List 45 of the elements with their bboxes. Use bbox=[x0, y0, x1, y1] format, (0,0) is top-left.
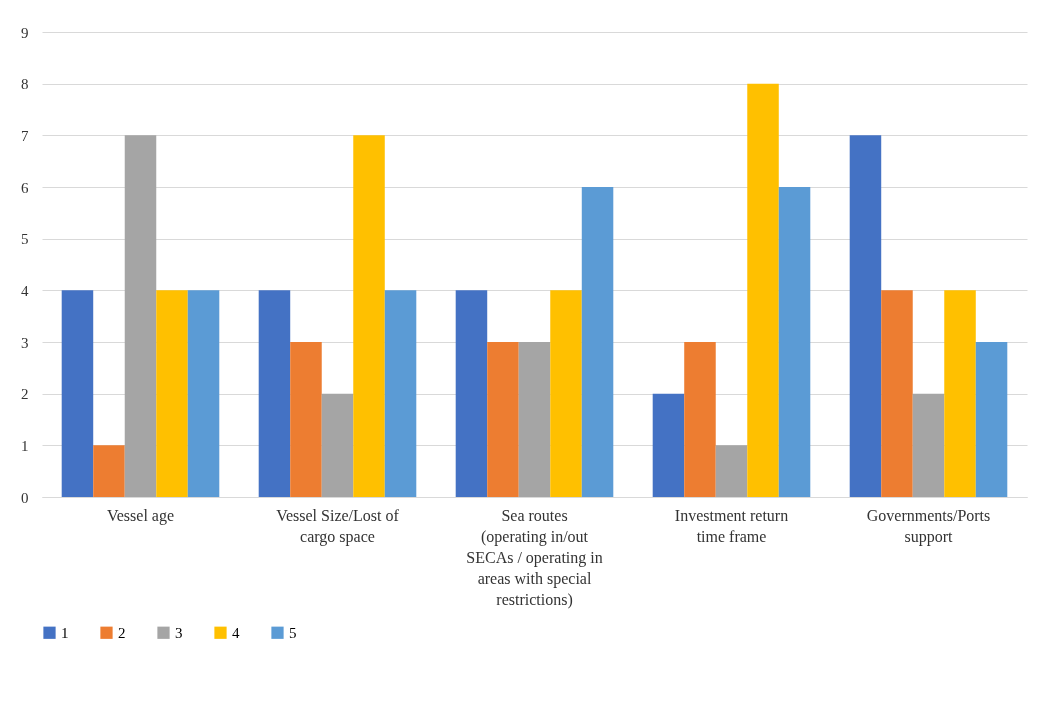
bar bbox=[652, 393, 685, 497]
legend-label: 1 bbox=[61, 624, 69, 641]
y-tick-label: 5 bbox=[21, 231, 29, 248]
bar bbox=[581, 187, 614, 497]
y-tick-label: 2 bbox=[21, 386, 29, 403]
bar bbox=[747, 83, 779, 497]
legend-label: 3 bbox=[175, 624, 183, 641]
bar bbox=[156, 290, 188, 497]
x-tick-label: Vessel age bbox=[106, 506, 175, 525]
y-tick-label: 9 bbox=[21, 24, 29, 41]
bar bbox=[944, 290, 976, 497]
bar bbox=[975, 342, 1008, 497]
bar bbox=[849, 135, 882, 497]
bar bbox=[258, 290, 291, 497]
y-tick-label: 7 bbox=[21, 127, 29, 144]
bar bbox=[384, 290, 417, 497]
bar bbox=[61, 290, 94, 497]
bar bbox=[912, 393, 945, 497]
y-tick-label: 3 bbox=[21, 334, 29, 351]
bar bbox=[715, 445, 748, 497]
legend-label: 5 bbox=[289, 624, 297, 641]
y-tick-label: 0 bbox=[21, 489, 29, 506]
bar bbox=[93, 445, 125, 497]
bar bbox=[518, 342, 551, 497]
x-tick-label: Governments/Ports support bbox=[866, 506, 991, 546]
y-tick-label: 6 bbox=[21, 179, 29, 196]
bar bbox=[778, 187, 811, 497]
bar bbox=[881, 290, 913, 497]
bar bbox=[550, 290, 582, 497]
x-tick-label: Investment return time frame bbox=[674, 506, 789, 545]
bar bbox=[290, 342, 322, 497]
bar bbox=[353, 135, 385, 497]
y-tick-label: 4 bbox=[21, 282, 29, 299]
legend-label: 4 bbox=[232, 624, 240, 641]
bar bbox=[124, 135, 157, 497]
y-tick-label: 8 bbox=[21, 76, 29, 93]
bar bbox=[321, 393, 354, 497]
legend-label: 2 bbox=[118, 624, 126, 641]
bar bbox=[455, 290, 488, 497]
bar bbox=[487, 342, 519, 497]
y-tick-label: 1 bbox=[21, 437, 29, 454]
bar bbox=[187, 290, 220, 497]
bar bbox=[684, 342, 716, 497]
x-tick-label: Vessel Size/Lost of cargo space bbox=[276, 506, 400, 546]
x-tick-label: Sea routes (operating in/out SECAs / operating in areas with special restrictions) bbox=[466, 506, 603, 609]
